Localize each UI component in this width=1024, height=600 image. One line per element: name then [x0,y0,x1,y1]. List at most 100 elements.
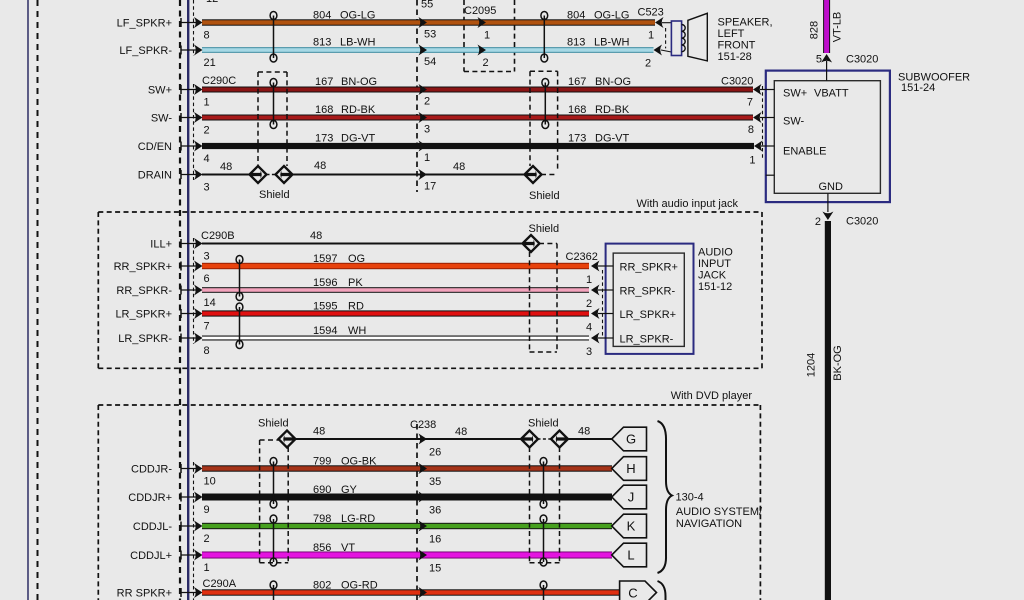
svg-text:828: 828 [809,21,821,39]
svg-text:OG-LG: OG-LG [594,10,629,22]
svg-text:1: 1 [749,155,755,167]
svg-text:1597: 1597 [313,253,337,265]
svg-text:C3020: C3020 [721,76,753,88]
svg-text:G: G [626,432,636,447]
svg-text:C2095: C2095 [464,5,496,17]
svg-text:2: 2 [204,533,210,545]
svg-text:4: 4 [586,322,592,334]
svg-text:1: 1 [424,152,430,164]
svg-text:CD/EN: CD/EN [138,141,172,153]
svg-text:5: 5 [816,54,822,66]
svg-text:8: 8 [748,124,754,136]
svg-text:9: 9 [204,504,210,516]
svg-text:DG-VT: DG-VT [595,133,630,145]
svg-text:1595: 1595 [313,301,337,313]
svg-text:21: 21 [204,57,216,69]
svg-text:6: 6 [204,273,210,285]
svg-text:813: 813 [313,37,331,49]
svg-text:NAVIGATION: NAVIGATION [676,518,742,530]
svg-text:17: 17 [424,181,436,193]
svg-text:4: 4 [204,153,210,165]
svg-text:JACK: JACK [698,270,727,282]
svg-text:RD-BK: RD-BK [341,104,376,116]
svg-text:RR_SPKR-: RR_SPKR- [116,285,172,297]
svg-text:Shield: Shield [529,190,560,202]
svg-text:INPUT: INPUT [698,258,731,270]
svg-text:1: 1 [484,30,490,42]
svg-text:Shield: Shield [258,418,289,430]
svg-text:2: 2 [645,58,651,70]
svg-text:LF_SPKR+: LF_SPKR+ [117,18,172,30]
svg-text:FRONT: FRONT [718,40,756,52]
svg-text:RR_SPKR-: RR_SPKR- [620,286,676,298]
svg-text:VBATT: VBATT [814,88,849,100]
svg-text:C290C: C290C [202,75,236,87]
svg-text:1596: 1596 [313,277,337,289]
svg-text:BK-OG: BK-OG [832,345,844,380]
svg-text:SUBWOOFER: SUBWOOFER [898,72,970,84]
svg-text:DG-VT: DG-VT [341,133,376,145]
svg-text:CDDJR+: CDDJR+ [128,492,172,504]
svg-text:Shield: Shield [529,223,560,235]
svg-text:SW+: SW+ [783,88,807,100]
svg-text:RR_SPKR+: RR_SPKR+ [114,261,172,273]
svg-text:C290A: C290A [203,578,237,590]
svg-text:VT: VT [341,542,355,554]
svg-text:AUDIO: AUDIO [698,247,733,259]
svg-text:BN-OG: BN-OG [341,76,377,88]
svg-text:OG: OG [348,253,365,265]
svg-text:12: 12 [206,0,218,5]
svg-text:130-4: 130-4 [676,492,704,504]
svg-text:C2362: C2362 [566,251,598,263]
svg-text:LR_SPKR-: LR_SPKR- [620,334,674,346]
svg-text:LR_SPKR-: LR_SPKR- [118,333,172,345]
svg-text:CDDJL+: CDDJL+ [130,550,172,562]
svg-text:8: 8 [204,345,210,357]
svg-text:7: 7 [204,321,210,333]
svg-text:ENABLE: ENABLE [783,146,826,158]
svg-text:804: 804 [313,10,331,22]
svg-text:3: 3 [586,346,592,358]
svg-text:C523: C523 [638,7,664,19]
svg-text:RR SPKR+: RR SPKR+ [117,588,172,600]
svg-text:8: 8 [204,30,210,42]
svg-text:48: 48 [310,230,322,242]
svg-text:GND: GND [819,181,844,193]
svg-text:48: 48 [455,426,467,438]
svg-text:2: 2 [586,298,592,310]
svg-text:LG-RD: LG-RD [341,513,375,525]
svg-text:173: 173 [315,133,333,145]
svg-text:48: 48 [453,161,465,173]
svg-text:SW-: SW- [783,116,805,128]
svg-text:RD-BK: RD-BK [595,104,630,116]
svg-text:813: 813 [567,37,585,49]
svg-text:C290B: C290B [201,230,235,242]
svg-text:26: 26 [429,447,441,459]
svg-text:151-24: 151-24 [901,82,935,94]
svg-text:798: 798 [313,513,331,525]
svg-text:RD: RD [348,301,364,313]
svg-text:C238: C238 [410,419,436,431]
svg-text:With audio input jack: With audio input jack [637,198,739,210]
svg-text:J: J [628,490,635,505]
svg-text:LR_SPKR+: LR_SPKR+ [620,309,677,321]
svg-text:10: 10 [204,476,216,488]
svg-text:CDDJL-: CDDJL- [133,521,172,533]
svg-text:151-28: 151-28 [718,51,752,63]
svg-text:DRAIN: DRAIN [138,170,172,182]
svg-text:OG-LG: OG-LG [340,10,375,22]
svg-text:690: 690 [313,484,331,496]
svg-text:H: H [626,461,635,476]
svg-text:PK: PK [348,277,363,289]
svg-text:CDDJR-: CDDJR- [131,464,172,476]
svg-text:54: 54 [424,56,436,68]
svg-text:LB-WH: LB-WH [594,37,630,49]
svg-text:3: 3 [204,251,210,263]
svg-text:48: 48 [220,161,232,173]
svg-text:168: 168 [568,104,586,116]
svg-text:167: 167 [315,76,333,88]
svg-text:48: 48 [314,160,326,172]
svg-text:3: 3 [204,182,210,194]
svg-text:802: 802 [313,580,331,592]
svg-text:15: 15 [429,563,441,575]
